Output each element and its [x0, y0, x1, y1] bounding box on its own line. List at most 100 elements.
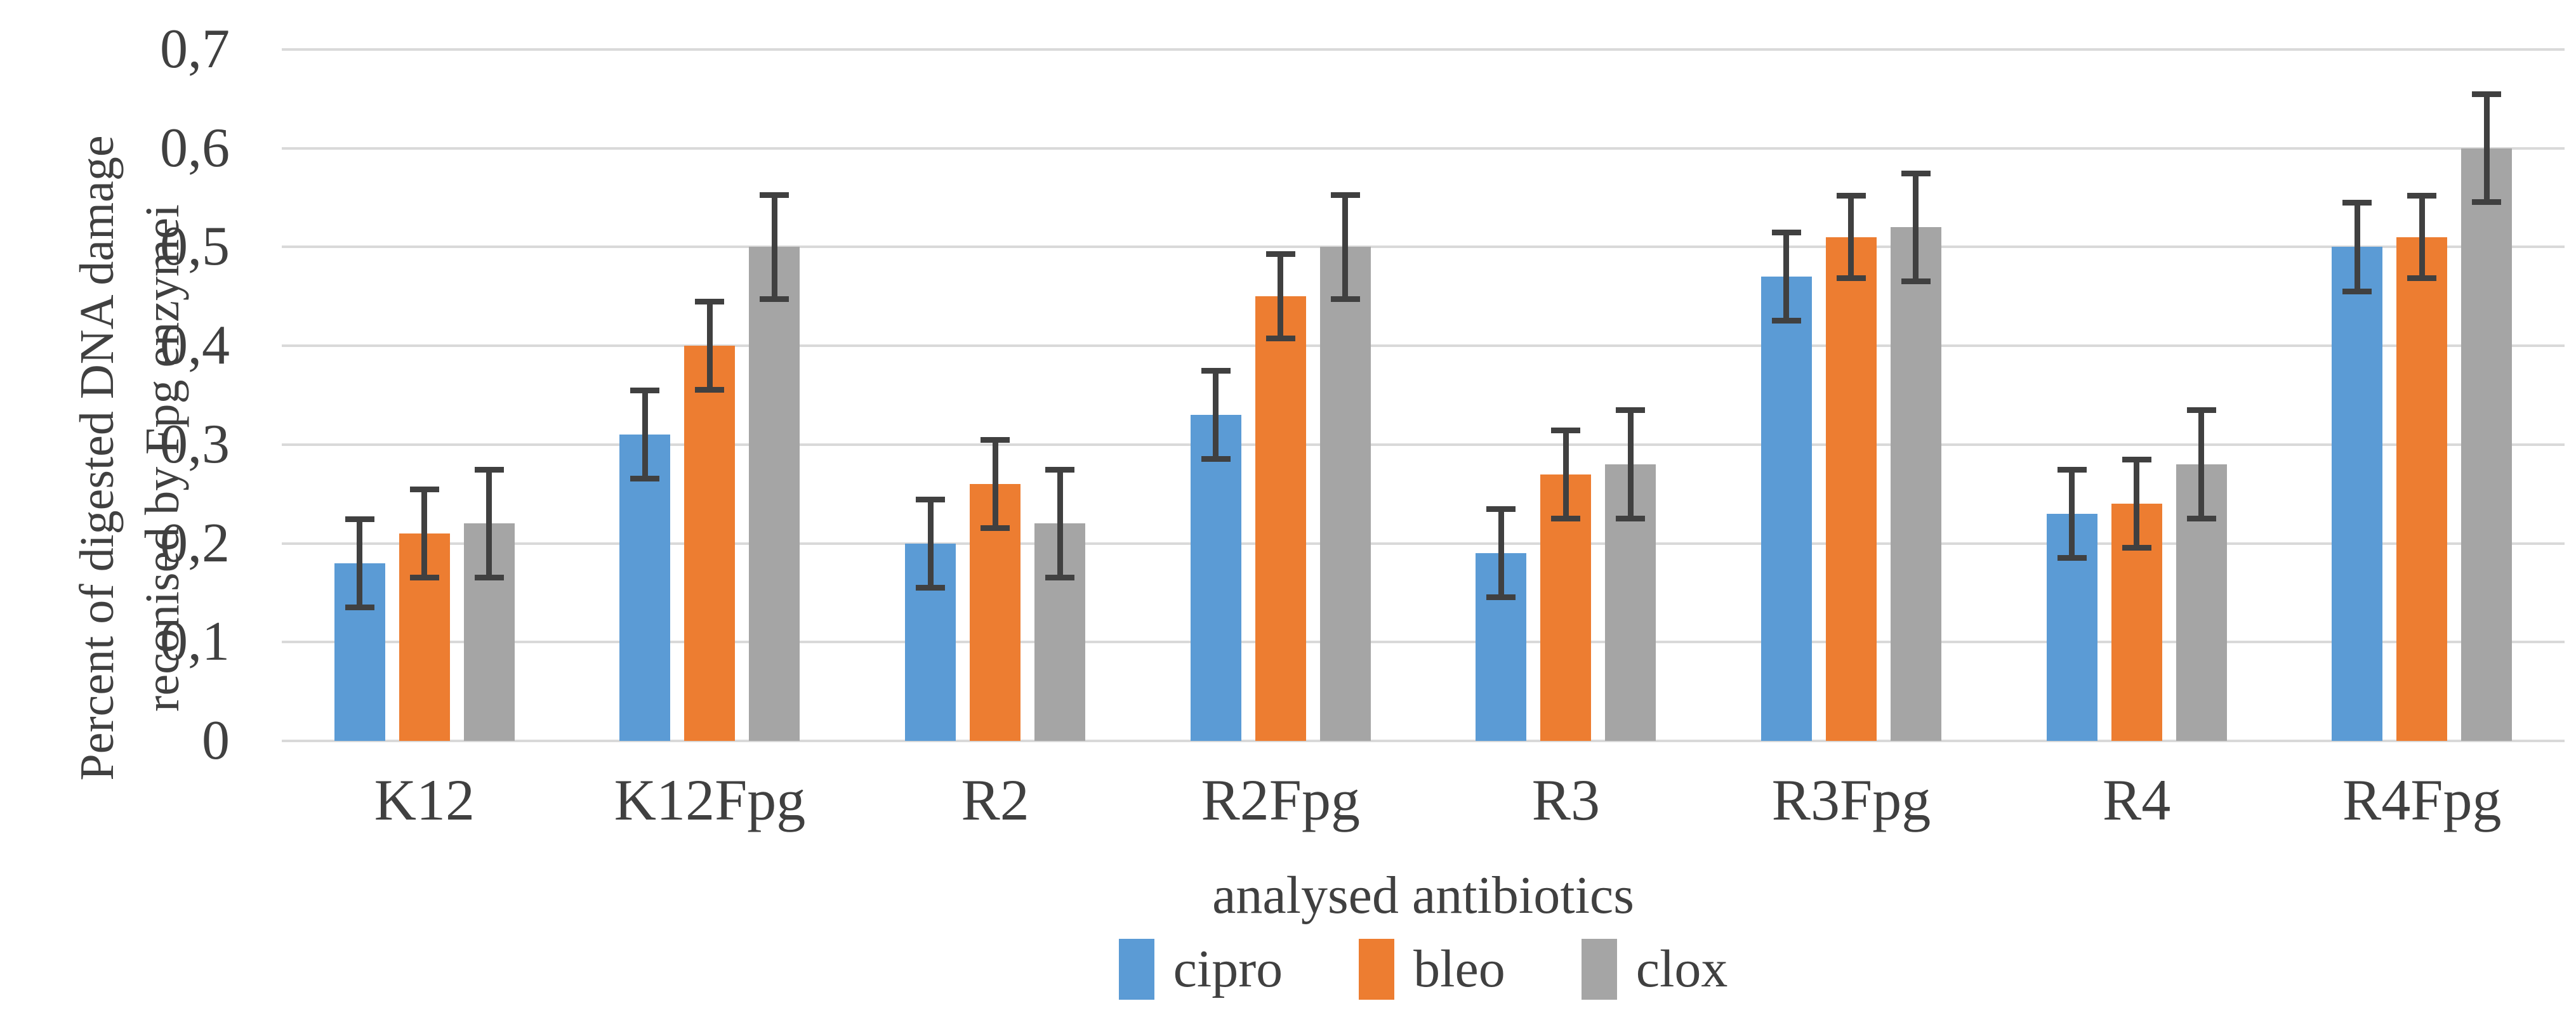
x-axis-tick-label-R4: R4 [2102, 768, 2171, 832]
error-bar-cap-bottom [2057, 554, 2087, 561]
error-bar-line [1913, 173, 1919, 282]
error-bar-cap-top [630, 388, 660, 394]
error-bar-cap-top [474, 466, 504, 473]
error-bar-cap-bottom [1486, 594, 1516, 601]
error-bar-line [1342, 194, 1349, 299]
error-bar-cap-top [1616, 407, 1646, 414]
error-bar-cap-top [1045, 466, 1075, 473]
bar-clox-K12Fpg [749, 247, 800, 741]
error-bar-line [1562, 429, 1569, 519]
error-bar-cap-bottom [981, 525, 1010, 532]
x-axis-tick-label-R3Fpg: R3Fpg [1771, 768, 1931, 832]
error-bar-cap-top [1201, 368, 1231, 374]
error-bar-cap-bottom [1836, 275, 1866, 282]
error-bar-cap-top [2472, 91, 2502, 98]
gridline [282, 542, 2565, 545]
legend-swatch-clox [1581, 939, 1617, 1000]
bar-clox-R4Fpg [2461, 148, 2513, 741]
y-axis-tick-label: 0 [202, 710, 230, 771]
legend-item-bleo: bleo [1359, 938, 1505, 1001]
error-bar-cap-bottom [695, 387, 725, 393]
error-bar-cap-top [695, 299, 725, 305]
error-bar-line [706, 301, 713, 391]
error-bar-cap-top [1265, 251, 1295, 258]
error-bar-line [1848, 195, 1854, 279]
error-bar-line [2069, 469, 2075, 558]
y-axis-tick-label: 0,2 [160, 512, 230, 574]
error-bar-cap-bottom [630, 476, 660, 482]
x-axis-tick-label-R4Fpg: R4Fpg [2342, 768, 2502, 832]
bar-bleo-K12Fpg [684, 346, 736, 741]
error-bar-cap-top [409, 486, 439, 492]
error-bar-line [357, 518, 363, 608]
error-bar-line [2134, 459, 2140, 549]
legend-item-cipro: cipro [1118, 938, 1283, 1001]
error-bar-cap-top [2057, 466, 2087, 473]
x-axis-tick-label-R2: R2 [961, 768, 1029, 832]
error-bar-cap-top [2342, 200, 2372, 206]
legend-label-cipro: cipro [1173, 939, 1283, 998]
legend-item-clox: clox [1581, 938, 1727, 1001]
bar-clox-R2Fpg [1319, 247, 1371, 741]
y-axis-tick-label: 0,7 [160, 18, 230, 80]
error-bar-cap-bottom [760, 296, 789, 302]
bar-cipro-K12Fpg [619, 435, 671, 741]
error-bar-line [1627, 410, 1634, 519]
legend-swatch-bleo [1359, 939, 1395, 1000]
error-bar-line [1498, 509, 1504, 598]
error-bar-cap-bottom [474, 575, 504, 581]
error-bar-cap-top [916, 496, 946, 502]
error-bar-cap-top [1330, 192, 1360, 198]
error-bar-cap-bottom [409, 575, 439, 581]
bar-cipro-R2Fpg [1190, 415, 1241, 741]
error-bar-cap-bottom [1901, 278, 1931, 284]
error-bar-cap-top [1486, 506, 1516, 513]
gridline [282, 443, 2565, 446]
error-bar-cap-bottom [2186, 515, 2216, 521]
error-bar-line [771, 194, 777, 299]
error-bar-line [2419, 195, 2425, 279]
error-bar-cap-bottom [2122, 545, 2151, 551]
x-axis-tick-label-R2Fpg: R2Fpg [1201, 768, 1360, 832]
legend-label-bleo: bleo [1413, 939, 1505, 998]
error-bar-cap-bottom [1551, 515, 1581, 521]
error-bar-line [421, 488, 428, 579]
y-axis-tick-label: 0,4 [160, 315, 230, 377]
error-bar-cap-bottom [1771, 318, 1801, 324]
error-bar-line [642, 390, 648, 480]
error-bar-line [992, 440, 998, 529]
legend-swatch-cipro [1118, 939, 1154, 1000]
y-axis-tick-label: 0,5 [160, 216, 230, 278]
error-bar-line [927, 499, 934, 588]
x-axis-tick-label-R3: R3 [1531, 768, 1600, 832]
legend: cipro bleo clox [282, 938, 2565, 1001]
error-bar-cap-top [2122, 457, 2151, 463]
bar-cipro-R3Fpg [1760, 277, 1812, 741]
y-axis-tick-label: 0,1 [160, 611, 230, 673]
gridline [282, 245, 2565, 249]
gridline [282, 48, 2565, 51]
error-bar-line [2354, 202, 2360, 292]
error-bar-cap-top [345, 516, 374, 522]
gridline [282, 344, 2565, 348]
error-bar-cap-top [1551, 427, 1581, 433]
error-bar-line [1783, 232, 1790, 322]
error-bar-cap-top [2186, 407, 2216, 414]
error-bar-cap-bottom [1045, 575, 1075, 581]
error-bar-cap-bottom [2472, 199, 2502, 206]
bar-cipro-R4Fpg [2332, 247, 2383, 741]
bar-bleo-R2Fpg [1255, 296, 1306, 741]
error-bar-cap-bottom [1265, 336, 1295, 342]
error-bar-line [2483, 94, 2490, 203]
gridline [282, 740, 2565, 742]
error-bar-cap-bottom [2342, 288, 2372, 294]
error-bar-cap-top [981, 437, 1010, 443]
y-axis-tick-label: 0,3 [160, 413, 230, 475]
gridline [282, 641, 2565, 644]
y-axis-tick-label: 0,6 [160, 117, 230, 179]
error-bar-cap-bottom [1330, 296, 1360, 302]
error-bar-cap-bottom [1616, 515, 1646, 521]
error-bar-line [486, 469, 492, 579]
